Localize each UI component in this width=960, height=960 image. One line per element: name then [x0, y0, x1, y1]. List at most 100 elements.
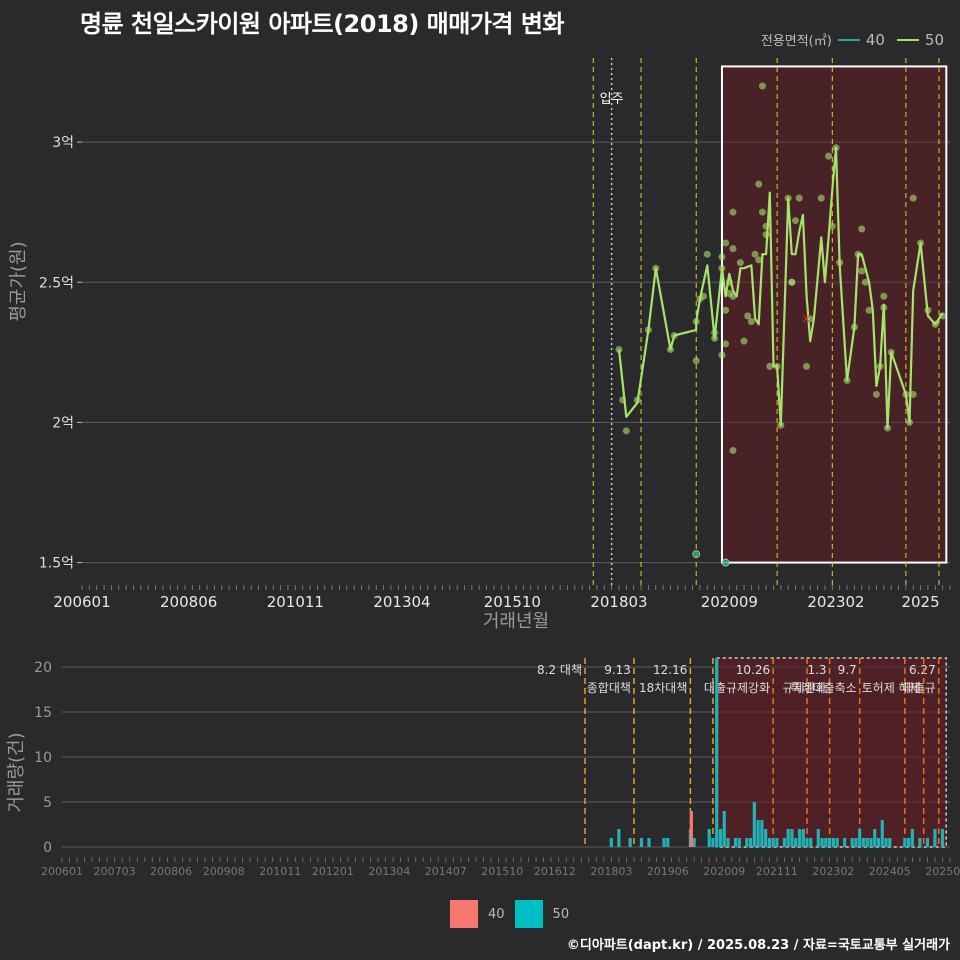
- bar-50: [715, 658, 719, 847]
- bar-50: [854, 838, 858, 847]
- series-50-line: [617, 146, 944, 430]
- y-tick-label: 10: [34, 750, 52, 766]
- legend-label-40: 40: [865, 30, 885, 49]
- policy-date-label: 8.2 대책: [537, 662, 582, 677]
- point-50: [909, 390, 917, 398]
- point-50: [718, 253, 726, 261]
- bar-50: [801, 829, 805, 847]
- bar-50: [910, 829, 914, 847]
- y-tick-label: 2억: [52, 415, 74, 431]
- point-40: [692, 550, 701, 559]
- point-50: [858, 225, 866, 233]
- bar-50: [756, 820, 760, 847]
- bar-50: [707, 829, 711, 847]
- x-tick-label: 202009: [701, 593, 758, 611]
- x-tick-label: 201510: [481, 865, 523, 878]
- legend-top: 전용면적(㎡) 40 50: [761, 30, 950, 50]
- bar-50: [831, 838, 835, 847]
- bar-50: [662, 838, 666, 847]
- marker-x: ×: [802, 312, 812, 326]
- bar-50: [752, 802, 756, 847]
- bar-50: [760, 820, 764, 847]
- policy-date-label: 1.3: [807, 663, 826, 677]
- legend-bottom-label-40: 40: [488, 906, 505, 922]
- bar-50: [767, 838, 771, 847]
- legend-label-50: 50: [924, 30, 944, 49]
- policy-date-label: 9.7: [838, 663, 857, 677]
- bar-50: [843, 838, 847, 847]
- bar-50: [835, 838, 839, 847]
- y-tick-label: 3억: [52, 135, 74, 151]
- x-tick-label: 201612: [534, 865, 576, 878]
- bar-50: [764, 829, 768, 847]
- policy-name-label: 대출규: [903, 681, 936, 695]
- bar-50: [861, 838, 866, 847]
- point-50: [755, 256, 763, 264]
- volume-chart: 0 5 10 15 20 거래량(건) 200601 200703 200806 200908 20…: [6, 657, 960, 878]
- policy-name-label: 규제완화: [782, 681, 826, 695]
- bar-50: [880, 820, 884, 847]
- bar-50: [940, 829, 945, 847]
- point-50: [722, 340, 730, 348]
- bar-50: [816, 829, 820, 847]
- bar-50: [820, 838, 824, 847]
- y-tick-label: 15: [34, 705, 52, 721]
- policy-date-label: 9.13: [604, 663, 631, 677]
- point-50: [795, 194, 803, 202]
- point-50: [740, 337, 748, 345]
- x-tick-label: 201304: [373, 593, 430, 611]
- point-50: [722, 306, 730, 314]
- policy-date-label: 12.16: [653, 663, 687, 677]
- bar-50: [718, 829, 723, 847]
- point-50: [692, 357, 700, 365]
- bar-50: [639, 838, 644, 847]
- bar-50: [918, 838, 922, 847]
- bar-50: [790, 829, 794, 847]
- y-tick-label: 2.5억: [39, 275, 74, 291]
- point-40: [721, 558, 730, 567]
- point-50: [788, 278, 796, 286]
- point-50: [736, 259, 744, 267]
- point-50: [744, 312, 752, 320]
- legend-bottom-label-50: 50: [552, 906, 570, 922]
- point-50: [729, 446, 737, 454]
- y-tick-label: 20: [34, 660, 52, 676]
- bar-50: [726, 838, 730, 847]
- bar-50: [824, 838, 828, 847]
- bar-50: [666, 838, 670, 847]
- bar-50: [827, 838, 832, 847]
- point-50: [747, 318, 755, 325]
- bar-50: [794, 838, 798, 847]
- y-tick-label: 0: [43, 840, 52, 856]
- x-tick-label: 200703: [94, 865, 136, 878]
- bar-50: [737, 838, 741, 847]
- x-tick-label: 200806: [160, 593, 217, 611]
- policy-name-label: 18차대책: [639, 680, 687, 695]
- bar-50: [873, 829, 877, 847]
- point-50: [722, 239, 730, 247]
- x-tick-label: 201304: [368, 865, 410, 878]
- y-tick-label: 1.5억: [39, 556, 74, 572]
- bar-50: [609, 838, 613, 847]
- point-50: [803, 362, 811, 370]
- x-tick-label: 2025: [901, 593, 939, 611]
- bar-50: [733, 838, 738, 847]
- x-tick-label: 200601: [53, 593, 110, 611]
- policy-name-label: 특례대출축소: [790, 681, 856, 695]
- bar-50: [869, 838, 873, 847]
- point-50: [861, 278, 869, 286]
- credit-line: ©디아파트(dapt.kr) / 2025.08.23 / 자료=국토교통부 실…: [566, 938, 950, 953]
- point-50: [703, 250, 711, 258]
- chart-title: 명륜 천일스카이원 아파트(2018) 매매가격 변화: [80, 10, 565, 38]
- bar-50: [786, 829, 790, 847]
- y-tick-label: 5: [43, 795, 52, 811]
- x-tick-label: 202111: [756, 865, 798, 878]
- point-50: [858, 267, 866, 275]
- x-tick-label: 201201: [312, 865, 354, 878]
- x-axis-label: 거래년월: [483, 611, 549, 632]
- bar-50: [907, 838, 911, 847]
- point-50: [766, 362, 774, 370]
- policy-name-label: 종합대책: [587, 680, 631, 695]
- x-tick-label: 202302: [812, 865, 854, 878]
